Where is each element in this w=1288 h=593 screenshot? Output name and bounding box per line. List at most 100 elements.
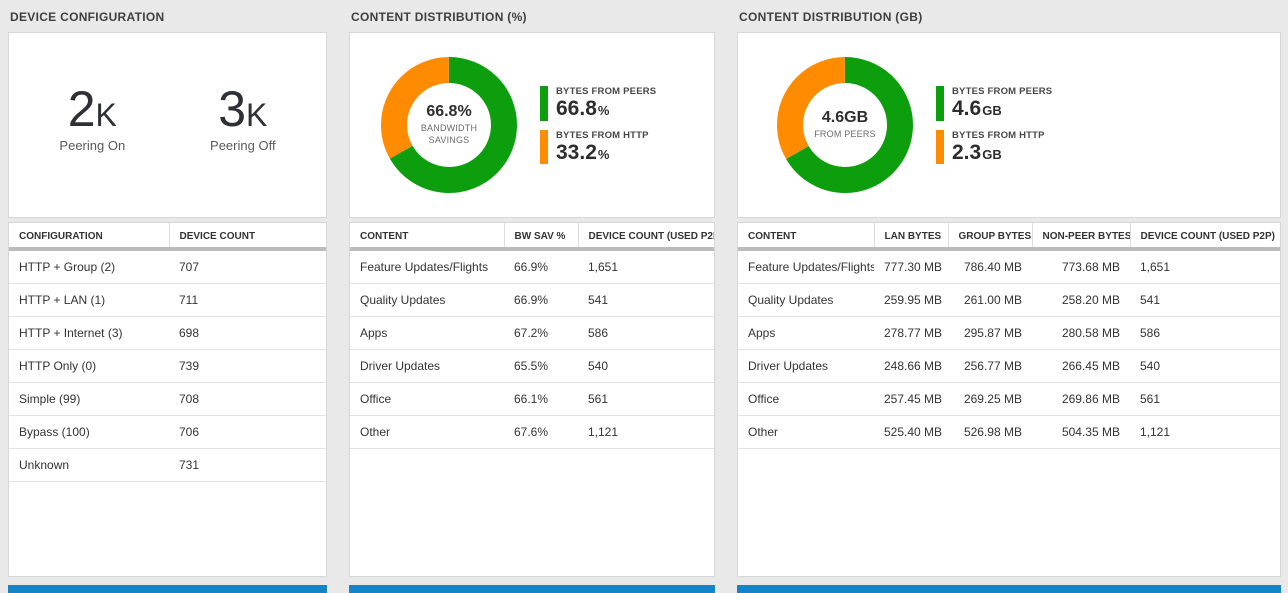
table-row[interactable]: Feature Updates/Flights 66.9% 1,651 [350,249,714,284]
table-cell: 777.30 MB [874,249,948,284]
table-row[interactable]: Apps 278.77 MB 295.87 MB 280.58 MB 586 [738,316,1280,350]
table-cell: Feature Updates/Flights [350,249,504,284]
device-configuration-table: CONFIGURATION DEVICE COUNT HTTP + Group (2… [9,223,326,482]
bandwidth-savings-donut-chart[interactable] [374,50,524,200]
bandwidth-savings-donut-tile[interactable]: 66.8% BANDWIDTH SAVINGS BYTES FROM PEERS… [349,32,715,218]
legend-item-bytes-from-http: BYTES FROM HTTP 33.2% [540,129,656,164]
table-cell: Quality Updates [350,283,504,317]
table-cell: 257.45 MB [874,382,948,416]
table-cell: 1,651 [1130,249,1280,284]
column-header: LAN BYTES [874,223,949,251]
table-cell: 731 [169,448,326,482]
table-cell: 65.5% [504,349,578,383]
donut-legend: BYTES FROM PEERS 4.6GB BYTES FROM HTTP 2… [936,77,1052,172]
bytes-from-peers-donut-tile[interactable]: 4.6GB FROM PEERS BYTES FROM PEERS 4.6GB … [737,32,1281,218]
content-distribution-pct-table-card: CONTENT BW SAV % DEVICE COUNT (USED P2P) Fe… [349,222,715,577]
table-row[interactable]: Unknown 731 [9,448,326,482]
http-orange-swatch [540,129,548,164]
stat-peering-on-value: 2K [67,80,117,137]
table-cell: 711 [169,283,326,317]
table-cell: 707 [169,249,326,284]
table-cell: 561 [578,382,714,416]
table-cell: Driver Updates [738,349,874,383]
next-tile-peek-bar[interactable] [737,585,1281,593]
panel-content-distribution-pct: CONTENT DISTRIBUTION (%) 66.8% BANDWIDTH… [349,0,715,593]
table-cell: 269.86 MB [1032,382,1130,416]
table-cell: Bypass (100) [9,415,169,449]
table-cell: 1,121 [578,415,714,449]
column-header: DEVICE COUNT (USED P2P) [578,223,714,251]
device-configuration-table-card: CONFIGURATION DEVICE COUNT HTTP + Group (2… [8,222,327,577]
panel-content-distribution-gb: CONTENT DISTRIBUTION (GB) 4.6GB FROM PEE… [737,0,1281,593]
table-cell: Office [738,382,874,416]
table-row[interactable]: Quality Updates 66.9% 541 [350,283,714,317]
table-cell: Quality Updates [738,283,874,317]
content-distribution-gb-table-card: CONTENT LAN BYTES GROUP BYTES NON-PEER BYTE… [737,222,1281,577]
legend-value: 66.8% [556,97,610,121]
donut-slice [777,57,913,193]
column-header: NON-PEER BYTES [1032,223,1131,251]
legend-label: BYTES FROM HTTP [556,129,649,141]
table-cell: Driver Updates [350,349,504,383]
legend-item-bytes-from-peers: BYTES FROM PEERS 4.6GB [936,86,1052,121]
table-cell: 269.25 MB [948,382,1032,416]
table-cell: 258.20 MB [1032,283,1130,317]
table-cell: Unknown [9,448,169,482]
table-row[interactable]: Apps 67.2% 586 [350,316,714,350]
table-row[interactable]: HTTP + Internet (3) 698 [9,316,326,350]
table-row[interactable]: HTTP + Group (2) 707 [9,249,326,284]
table-cell: Apps [738,316,874,350]
table-row[interactable]: Other 525.40 MB 526.98 MB 504.35 MB 1,121 [738,415,1280,449]
device-configuration-summary-tile[interactable]: 2K Peering On 3K Peering Off [8,32,327,218]
legend-item-bytes-from-peers: BYTES FROM PEERS 66.8% [540,86,656,121]
table-cell: 67.6% [504,415,578,449]
peers-green-swatch [540,86,548,121]
table-cell: HTTP + Group (2) [9,249,169,284]
legend-label: BYTES FROM HTTP [952,129,1045,141]
table-cell: HTTP Only (0) [9,349,169,383]
table-cell: 541 [1130,283,1280,317]
legend-item-bytes-from-http: BYTES FROM HTTP 2.3GB [936,129,1052,164]
table-cell: 259.95 MB [874,283,948,317]
table-row[interactable]: HTTP Only (0) 739 [9,349,326,383]
table-cell: Feature Updates/Flights [738,249,874,284]
table-row[interactable]: Driver Updates 248.66 MB 256.77 MB 266.45 M… [738,349,1280,383]
table-cell: Apps [350,316,504,350]
column-header: DEVICE COUNT [169,223,326,251]
table-cell: 66.9% [504,249,578,284]
peers-green-swatch [936,86,944,121]
table-cell: 540 [1130,349,1280,383]
table-cell: Other [738,415,874,449]
table-row[interactable]: Simple (99) 708 [9,382,326,416]
table-cell: 1,121 [1130,415,1280,449]
donut-slice [777,57,913,193]
table-cell: 504.35 MB [1032,415,1130,449]
table-row[interactable]: Other 67.6% 1,121 [350,415,714,449]
table-row[interactable]: Bypass (100) 706 [9,415,326,449]
table-row[interactable]: Feature Updates/Flights 777.30 MB 786.40 M… [738,249,1280,284]
table-cell: HTTP + LAN (1) [9,283,169,317]
table-cell: 66.9% [504,283,578,317]
column-header: GROUP BYTES [948,223,1033,251]
table-row[interactable]: Office 257.45 MB 269.25 MB 269.86 MB 561 [738,382,1280,416]
table-cell: Other [350,415,504,449]
table-cell: 67.2% [504,316,578,350]
table-row[interactable]: HTTP + LAN (1) 711 [9,283,326,317]
panel-title-content-distribution-gb: CONTENT DISTRIBUTION (GB) [739,10,923,24]
stat-peering-off-value: 3K [218,80,268,137]
table-cell: 248.66 MB [874,349,948,383]
table-cell: 526.98 MB [948,415,1032,449]
next-tile-peek-bar[interactable] [349,585,715,593]
table-cell: Simple (99) [9,382,169,416]
table-cell: 525.40 MB [874,415,948,449]
next-tile-peek-bar[interactable] [8,585,327,593]
table-row[interactable]: Office 66.1% 561 [350,382,714,416]
column-header: CONFIGURATION [9,223,170,251]
panel-title-device-configuration: DEVICE CONFIGURATION [10,10,165,24]
donut-slice [381,57,517,193]
stat-peering-off: 3K Peering Off [210,84,276,153]
table-row[interactable]: Quality Updates 259.95 MB 261.00 MB 258.20 … [738,283,1280,317]
table-row[interactable]: Driver Updates 65.5% 540 [350,349,714,383]
table-cell: Office [350,382,504,416]
bytes-from-peers-donut-chart[interactable] [770,50,920,200]
